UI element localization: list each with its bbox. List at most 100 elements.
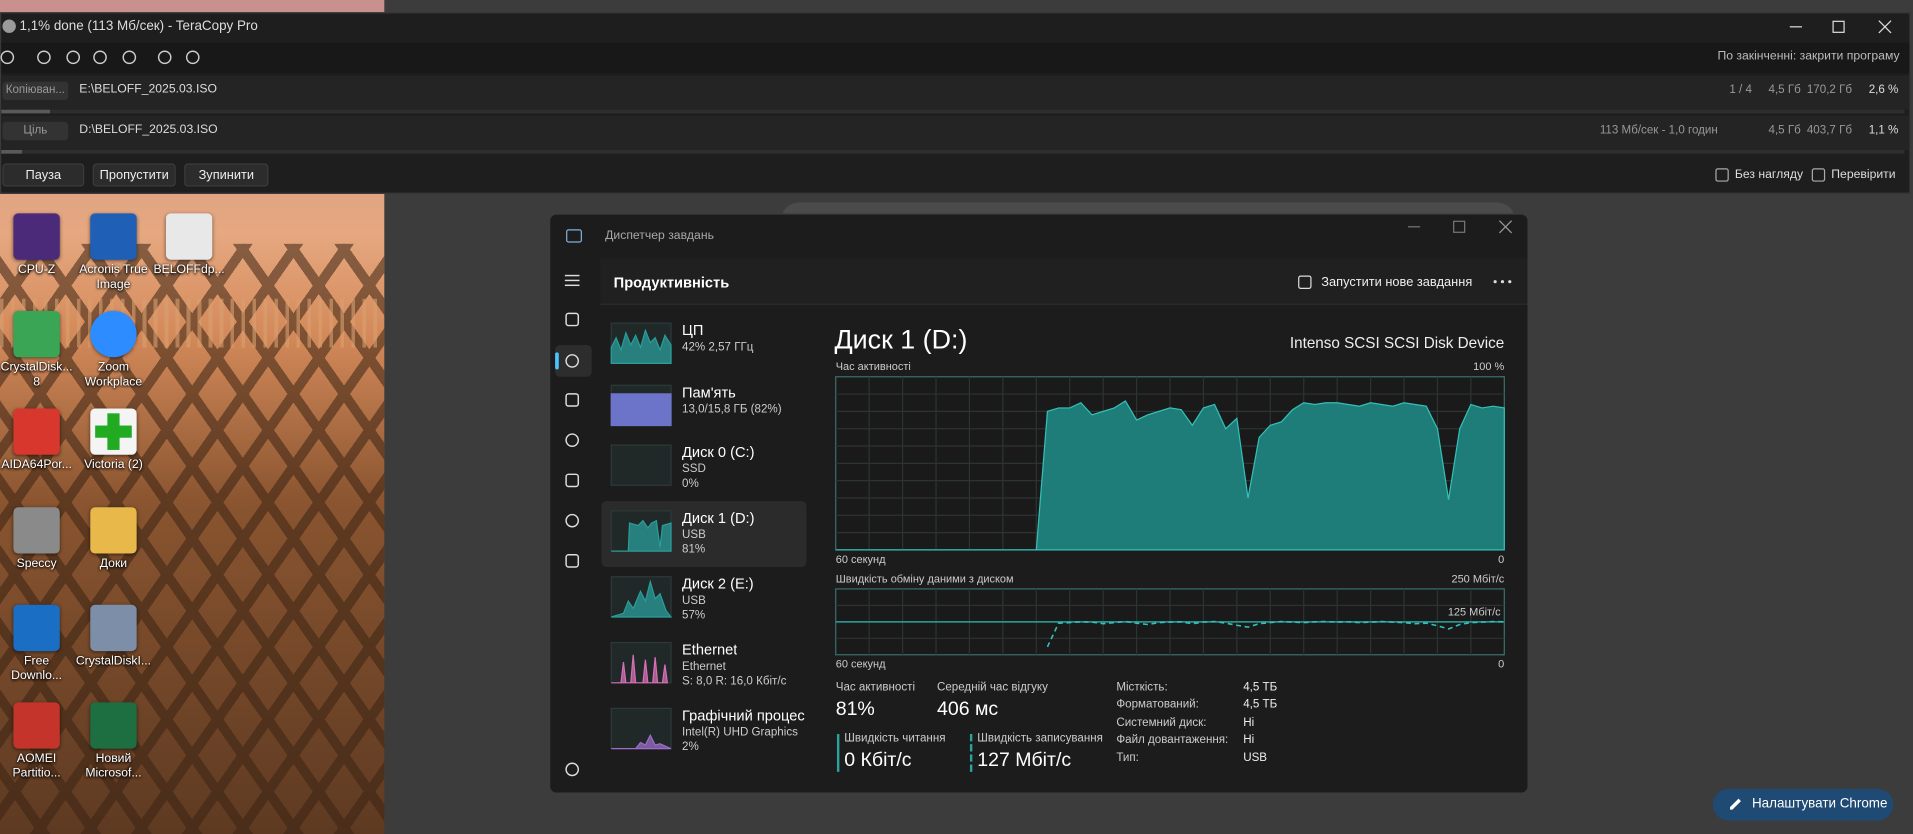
- desktop-icon-label[interactable]: BELOFFdp...: [153, 263, 225, 277]
- device-thumbnail[interactable]: [610, 444, 672, 486]
- nav-icon[interactable]: [565, 393, 580, 408]
- device-thumbnail[interactable]: [610, 384, 672, 427]
- desktop-icon[interactable]: [90, 604, 137, 652]
- new-task-icon[interactable]: [1298, 275, 1312, 289]
- device-name[interactable]: Ethernet: [681, 641, 738, 659]
- device-thumbnail[interactable]: [610, 641, 672, 684]
- device-detail[interactable]: SSD: [681, 462, 706, 476]
- toolbar-icon[interactable]: [93, 50, 108, 65]
- device-detail[interactable]: 81%: [681, 542, 706, 557]
- desktop-icon[interactable]: [13, 408, 60, 455]
- property-label: Місткість:: [1116, 680, 1168, 695]
- desktop-icon-label[interactable]: Zoom Workplace: [84, 360, 143, 389]
- device-thumbnail[interactable]: [610, 576, 673, 618]
- desktop-icon[interactable]: [90, 213, 137, 260]
- desktop-icon[interactable]: [13, 604, 60, 652]
- device-name[interactable]: Пам'ять: [681, 383, 736, 401]
- nav-icon[interactable]: [565, 312, 580, 327]
- desktop-icon-label[interactable]: Free Downlo...: [11, 654, 63, 683]
- desktop-icon-label[interactable]: Victoria (2): [84, 458, 143, 472]
- app-icon: [2, 19, 16, 33]
- device-detail[interactable]: Ethernet: [681, 660, 726, 674]
- desktop-icon-label[interactable]: Доки: [99, 557, 128, 571]
- nav-icon[interactable]: [565, 433, 580, 448]
- desktop-icon[interactable]: [13, 213, 60, 260]
- action-button[interactable]: [92, 163, 176, 187]
- window-control[interactable]: [1789, 20, 1804, 35]
- device-detail[interactable]: 0%: [681, 477, 699, 491]
- desktop-icon[interactable]: [90, 702, 137, 749]
- desktop-icon-label[interactable]: Speccy: [16, 557, 57, 571]
- toolbar-icon[interactable]: [122, 50, 137, 65]
- action-button[interactable]: [2, 163, 85, 187]
- free-space: 170,2 Гб: [1806, 83, 1853, 97]
- device-name[interactable]: Графічний процес: [681, 706, 805, 725]
- desktop-icon-label[interactable]: AOMEI Partitio...: [12, 752, 61, 781]
- checkbox[interactable]: [1715, 168, 1729, 182]
- action-button[interactable]: [184, 163, 269, 187]
- action-button-label[interactable]: Пауза: [25, 167, 62, 182]
- chrome-customize-button[interactable]: [1712, 788, 1894, 821]
- device-thumbnail[interactable]: [610, 322, 672, 364]
- toolbar-glyph: [185, 50, 200, 65]
- action-button-label[interactable]: Пропустити: [99, 167, 169, 182]
- device-detail[interactable]: 2%: [681, 740, 699, 754]
- more-button[interactable]: [1493, 279, 1512, 284]
- desktop-icon[interactable]: [13, 702, 60, 749]
- device-name[interactable]: Диск 2 (E:): [681, 575, 754, 593]
- device-detail[interactable]: Intel(R) UHD Graphics: [681, 725, 798, 740]
- action-button-label[interactable]: Зупинити: [198, 167, 255, 182]
- checkbox-label[interactable]: Без нагляду: [1734, 167, 1804, 182]
- row-tag-text: Ціль: [23, 123, 48, 137]
- window-control[interactable]: [1878, 20, 1893, 35]
- device-name[interactable]: Диск 0 (C:): [681, 443, 755, 461]
- device-name[interactable]: Диск 1 (D:): [681, 509, 755, 527]
- toolbar-icon[interactable]: [185, 50, 200, 65]
- device-detail[interactable]: S: 8,0 R: 16,0 Кбіт/с: [681, 674, 787, 689]
- checkbox[interactable]: [1811, 168, 1826, 182]
- nav-icon[interactable]: [564, 273, 580, 288]
- device-thumbnail[interactable]: [610, 707, 672, 750]
- checkbox-label[interactable]: Перевірити: [1831, 167, 1896, 182]
- nav-icon[interactable]: [565, 762, 580, 777]
- chrome-customize-label[interactable]: Налаштувати Chrome: [1751, 796, 1888, 812]
- desktop-icon-label[interactable]: CPU-Z: [17, 263, 56, 277]
- toolbar-icon[interactable]: [157, 50, 172, 65]
- tm-window-control[interactable]: [1407, 221, 1421, 233]
- desktop-icon[interactable]: [13, 310, 60, 358]
- after-finish-option[interactable]: По закінченні: закрити програму: [1717, 49, 1900, 64]
- device-name[interactable]: ЦП: [681, 321, 704, 339]
- desktop-icon-label[interactable]: Acronis True Image: [79, 263, 148, 292]
- desktop-icon-label[interactable]: CrystalDisk... 8: [0, 360, 73, 389]
- desktop-icon-label[interactable]: Новий Microsof...: [85, 752, 142, 781]
- desktop-icon-label[interactable]: CrystalDiskI...: [75, 654, 152, 669]
- toolbar-glyph: [37, 50, 51, 65]
- nav-icon[interactable]: [565, 354, 580, 369]
- property-label: Файл довантаження:: [1116, 733, 1229, 747]
- toolbar-icon[interactable]: [37, 50, 52, 65]
- device-detail[interactable]: USB: [681, 594, 706, 608]
- device-detail[interactable]: 57%: [681, 608, 706, 623]
- toolbar-icon[interactable]: [0, 50, 15, 65]
- tm-window-control[interactable]: [1498, 220, 1513, 234]
- percent: 1,1 %: [1868, 123, 1899, 137]
- new-task-button[interactable]: Запустити нове завдання: [1321, 275, 1473, 290]
- stat-value: 127 Мбіт/с: [977, 750, 1072, 772]
- desktop-icon[interactable]: [90, 310, 137, 358]
- device-thumbnail[interactable]: [610, 510, 672, 552]
- desktop-icon[interactable]: [165, 213, 213, 260]
- nav-icon[interactable]: [565, 473, 580, 488]
- desktop-icon[interactable]: [90, 507, 137, 554]
- window-control[interactable]: [1831, 20, 1846, 35]
- device-detail[interactable]: USB: [681, 528, 706, 542]
- device-detail[interactable]: 13,0/15,8 ГБ (82%): [681, 402, 782, 417]
- toolbar-icon[interactable]: [66, 50, 81, 65]
- tm-window-control[interactable]: [1453, 220, 1466, 233]
- nav-icon[interactable]: [565, 513, 580, 528]
- nav-icon[interactable]: [565, 554, 580, 569]
- window-title: 1,1% done (113 Мб/сек) - TeraCopy Pro: [19, 18, 258, 34]
- desktop-icon[interactable]: [13, 507, 60, 554]
- device-detail[interactable]: 42% 2,57 ГГц: [681, 340, 754, 354]
- desktop-icon-label[interactable]: AIDA64Por...: [1, 458, 72, 472]
